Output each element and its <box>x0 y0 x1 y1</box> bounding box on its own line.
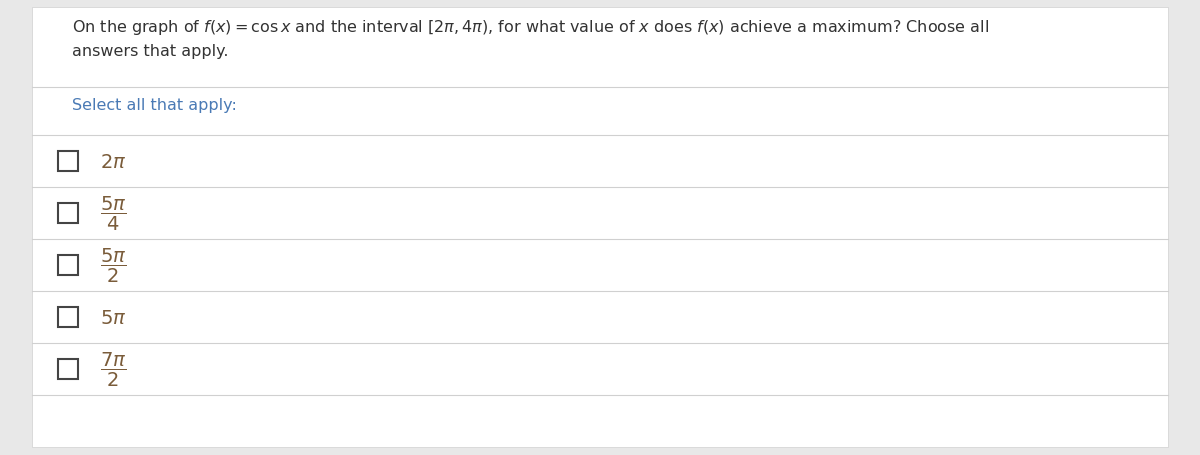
FancyBboxPatch shape <box>58 203 78 223</box>
Text: answers that apply.: answers that apply. <box>72 44 228 59</box>
FancyBboxPatch shape <box>58 255 78 275</box>
FancyBboxPatch shape <box>58 307 78 327</box>
Text: $\dfrac{5\pi}{2}$: $\dfrac{5\pi}{2}$ <box>100 247 126 284</box>
Text: Select all that apply:: Select all that apply: <box>72 98 236 113</box>
Text: $5\pi$: $5\pi$ <box>100 308 126 327</box>
Text: On the graph of $f(x) = \cos x$ and the interval $[2\pi, 4\pi)$, for what value : On the graph of $f(x) = \cos x$ and the … <box>72 18 989 37</box>
Text: $2\pi$: $2\pi$ <box>100 152 126 171</box>
FancyBboxPatch shape <box>58 152 78 172</box>
Text: $\dfrac{7\pi}{2}$: $\dfrac{7\pi}{2}$ <box>100 350 126 388</box>
FancyBboxPatch shape <box>58 359 78 379</box>
Text: $\dfrac{5\pi}{4}$: $\dfrac{5\pi}{4}$ <box>100 195 126 233</box>
FancyBboxPatch shape <box>32 8 1168 447</box>
